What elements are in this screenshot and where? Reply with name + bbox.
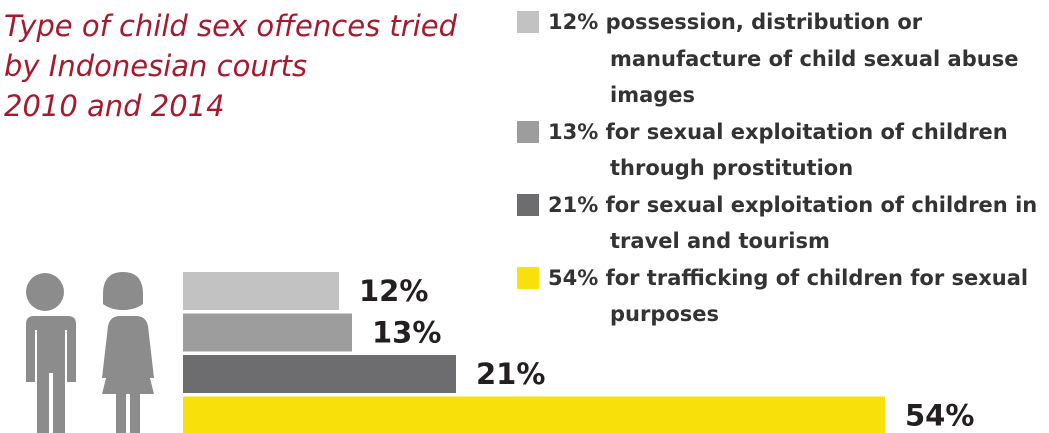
legend-swatch — [517, 11, 539, 33]
bar — [183, 272, 339, 310]
legend-entry: 21% for sexual exploitation of children … — [517, 187, 1047, 260]
value-label: 54% — [905, 399, 974, 433]
legend-label: 12% possession, distribution or manufact… — [548, 10, 1019, 107]
legend-entry: 12% possession, distribution or manufact… — [517, 4, 1047, 114]
legend-swatch — [517, 120, 539, 143]
bar — [183, 355, 456, 393]
legend-entry: 13% for sexual exploitation of children … — [517, 114, 1047, 187]
chart-title: Type of child sex offences tried — [4, 9, 458, 43]
chart-title: by Indonesian courts — [4, 49, 307, 83]
legend-swatch — [517, 266, 539, 289]
value-label: 13% — [372, 316, 441, 350]
legend-label: 54% for trafficking of children for sexu… — [548, 265, 1029, 327]
children-icon — [22, 272, 154, 433]
legend-label: 13% for sexual exploitation of children … — [548, 119, 1008, 181]
bar — [183, 396, 885, 433]
legend-label: 21% for sexual exploitation of children … — [548, 192, 1038, 254]
legend-entry: 54% for trafficking of children for sexu… — [517, 260, 1047, 333]
value-label: 12% — [359, 274, 428, 308]
legend-swatch — [517, 193, 539, 216]
chart-title: 2010 and 2014 — [4, 89, 225, 123]
bar — [183, 313, 352, 352]
legend: 12% possession, distribution or manufact… — [517, 4, 1047, 333]
value-label: 21% — [476, 357, 545, 391]
